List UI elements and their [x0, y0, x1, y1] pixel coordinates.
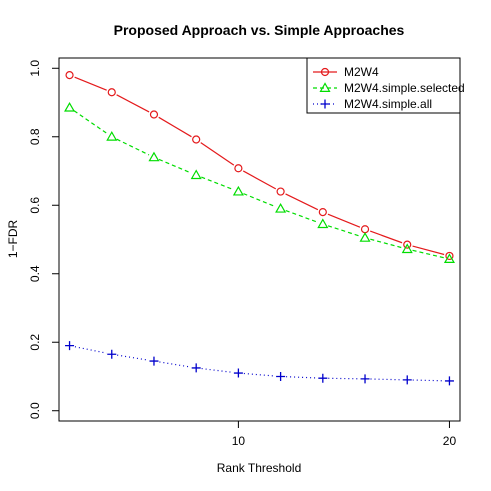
data-point [444, 376, 454, 386]
series-layer [64, 71, 455, 386]
data-point [64, 101, 76, 112]
data-point [360, 225, 370, 234]
series-segment [116, 94, 150, 113]
data-point [148, 151, 160, 162]
x-axis: 10 20 [232, 421, 457, 448]
legend-marker [319, 82, 331, 92]
legend: M2W4 M2W4.simple.selected M2W4.simple.all [306, 57, 465, 114]
data-point [359, 232, 371, 242]
series-segment [158, 116, 192, 138]
series-segment [412, 249, 445, 259]
data-point [445, 251, 454, 261]
data-point [401, 243, 413, 254]
data-point [234, 164, 243, 173]
data-point [318, 208, 327, 217]
data-point [65, 71, 74, 80]
y-axis: 0.0 0.2 0.4 0.6 0.8 1.0 [28, 60, 59, 419]
y-tick-label: 0.8 [28, 128, 42, 145]
series-segment [328, 377, 360, 380]
data-point [276, 371, 286, 381]
data-point [65, 341, 75, 351]
series-segment [243, 372, 276, 377]
data-point [191, 363, 201, 373]
data-point [149, 356, 159, 366]
y-axis-label: 1−FDR [6, 219, 20, 258]
series-segment [242, 170, 277, 190]
series-segment [412, 379, 444, 382]
legend-label: M2W4.simple.selected [344, 81, 465, 95]
series-segment [243, 193, 276, 208]
y-tick-label: 1.0 [28, 60, 42, 77]
series-0 [65, 71, 454, 261]
data-point [403, 240, 412, 249]
y-tick-label: 0.6 [28, 197, 42, 214]
x-axis-label: Rank Threshold [217, 461, 302, 475]
series-2 [65, 341, 454, 386]
data-point [275, 202, 287, 213]
data-point [233, 368, 243, 378]
series-segment [286, 376, 318, 379]
y-tick-label: 0.0 [28, 402, 42, 419]
data-point [192, 135, 201, 144]
x-tick-label: 20 [443, 434, 457, 448]
series-segment [285, 193, 319, 211]
data-point [190, 169, 202, 180]
data-point [106, 131, 118, 141]
data-point [107, 88, 116, 97]
series-segment [200, 142, 235, 166]
series-segment [74, 76, 107, 91]
data-point [276, 187, 285, 196]
legend-label: M2W4.simple.all [344, 97, 432, 111]
series-segment [370, 378, 402, 381]
data-point [107, 349, 117, 359]
data-point [318, 373, 328, 383]
series-segment [327, 225, 360, 237]
series-segment [412, 245, 445, 256]
y-tick-label: 0.4 [28, 265, 42, 282]
series-segment [201, 176, 234, 191]
series-segment [285, 210, 318, 223]
data-point [232, 185, 244, 196]
series-segment [327, 213, 361, 228]
y-tick-label: 0.2 [28, 334, 42, 351]
legend-marker [320, 99, 330, 109]
legend-marker [320, 67, 330, 77]
legend-box [306, 57, 461, 114]
series-segment [201, 367, 234, 373]
series-segment [117, 354, 149, 361]
series-segment [116, 138, 150, 156]
data-point [402, 375, 412, 385]
series-segment [159, 361, 191, 368]
data-point [360, 374, 370, 384]
chart-title: Proposed Approach vs. Simple Approaches [114, 22, 405, 38]
data-point [149, 110, 159, 119]
data-point [317, 218, 329, 229]
data-point [443, 253, 455, 263]
series-segment [370, 238, 403, 249]
series-segment [74, 346, 107, 354]
series-segment [158, 158, 192, 174]
series-1 [64, 101, 455, 263]
legend-label: M2W4 [344, 65, 379, 79]
plot-frame [58, 57, 461, 422]
series-segment [73, 110, 108, 135]
x-tick-label: 10 [232, 434, 246, 448]
series-segment [369, 230, 403, 244]
